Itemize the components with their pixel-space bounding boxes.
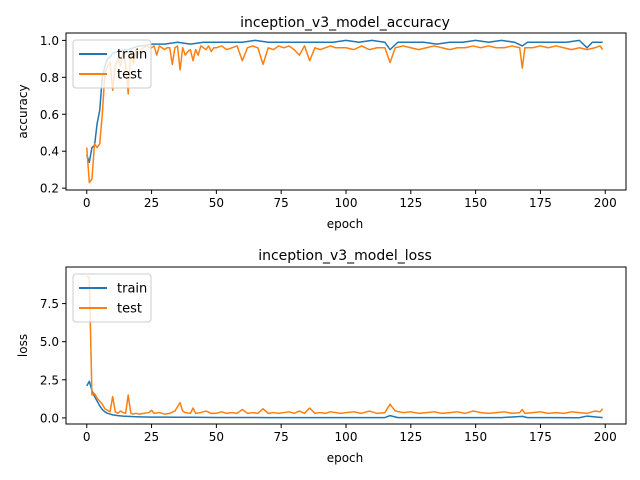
accuracy-x-tick-label: 25 <box>144 196 159 210</box>
loss-y-tick-label: 5.0 <box>40 335 59 349</box>
accuracy-x-axis-label: epoch <box>327 217 364 231</box>
loss-x-tick-label: 200 <box>594 430 617 444</box>
loss-x-axis-label: epoch <box>327 451 364 465</box>
accuracy-plot-frame <box>65 32 627 191</box>
accuracy-x-tick-label: 175 <box>529 196 552 210</box>
accuracy-x-tick-label: 75 <box>274 196 289 210</box>
loss-legend-train-label: train <box>117 282 147 297</box>
accuracy-y-tick-label: 1.0 <box>40 34 59 48</box>
accuracy-legend-test-label: test <box>117 68 142 83</box>
loss-y-tick-label: 7.5 <box>40 297 59 311</box>
accuracy-axes: 0 25 50 75 100 125 150 175 200 0.2 0.4 0.6 0.8 1.0 <box>40 34 617 210</box>
accuracy-x-tick-label: 125 <box>399 196 422 210</box>
loss-legend-test-label: test <box>117 302 142 317</box>
loss-y-axis-label: loss <box>16 334 30 357</box>
loss-legend: train test <box>72 273 152 323</box>
accuracy-y-tick-label: 0.8 <box>40 71 59 85</box>
loss-x-tick-label: 75 <box>274 430 289 444</box>
loss-x-tick-label: 175 <box>529 430 552 444</box>
loss-chart-title: inception_v3_model_loss <box>258 248 432 264</box>
loss-x-tick-label: 25 <box>144 430 159 444</box>
accuracy-x-tick-label: 150 <box>464 196 487 210</box>
loss-train-line <box>86 380 603 419</box>
loss-x-tick-label: 50 <box>209 430 224 444</box>
accuracy-y-tick-label: 0.2 <box>40 182 59 196</box>
loss-x-tick-label: 100 <box>335 430 358 444</box>
loss-y-tick-label: 0.0 <box>40 411 59 425</box>
accuracy-x-tick-label: 0 <box>83 196 91 210</box>
accuracy-chart-title: inception_v3_model_accuracy <box>240 15 450 31</box>
accuracy-legend-train-label: train <box>117 48 147 63</box>
loss-test-line <box>86 275 604 415</box>
accuracy-x-tick-label: 100 <box>335 196 358 210</box>
loss-axes: 0 25 50 75 100 125 150 175 200 0.0 2.5 5.0 7.5 <box>40 297 617 444</box>
accuracy-y-tick-label: 0.6 <box>40 108 59 122</box>
accuracy-x-tick-label: 200 <box>594 196 617 210</box>
accuracy-y-axis-label: accuracy <box>16 84 30 138</box>
accuracy-chart: inception_v3_model_accuracy 0 25 50 75 100 12… <box>16 15 627 231</box>
accuracy-y-tick-label: 0.4 <box>40 145 59 159</box>
loss-x-tick-label: 150 <box>464 430 487 444</box>
loss-x-tick-label: 125 <box>399 430 422 444</box>
loss-y-tick-label: 2.5 <box>40 373 59 387</box>
accuracy-x-tick-label: 50 <box>209 196 224 210</box>
loss-x-tick-label: 0 <box>83 430 91 444</box>
accuracy-legend: train test <box>72 39 152 89</box>
loss-chart: inception_v3_model_loss 0 25 50 75 100 125 150… <box>16 248 627 465</box>
loss-plot-frame <box>65 266 627 425</box>
loss-legend-box <box>72 273 152 323</box>
loss-lines <box>86 275 604 419</box>
accuracy-legend-box <box>72 39 152 89</box>
